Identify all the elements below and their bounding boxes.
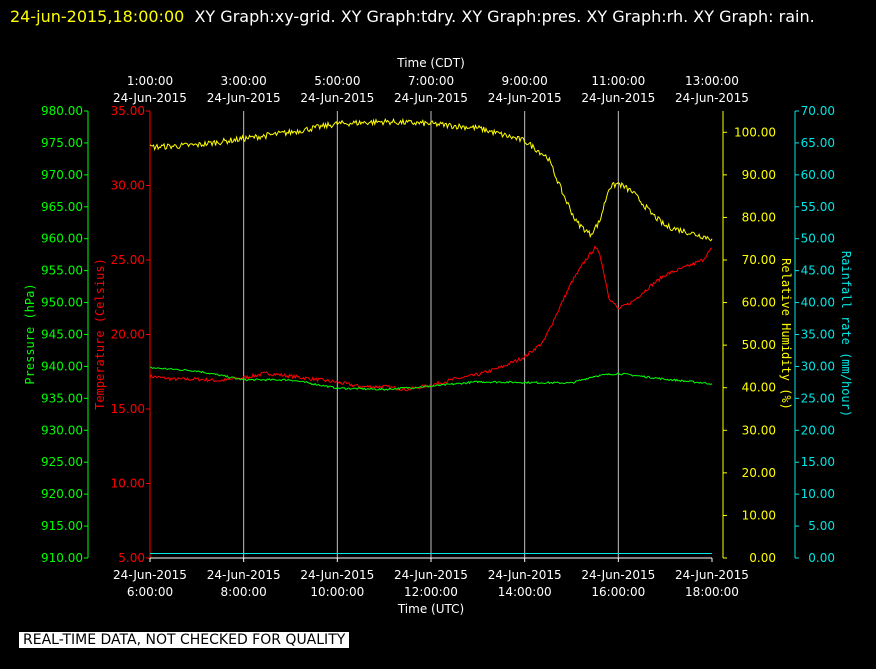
page-header: 24-jun-2015,18:00:00 XY Graph:xy-grid. X… <box>10 2 870 31</box>
temperature-tick-label: 25.00 <box>111 253 145 267</box>
top-x-tick-date: 24-Jun-2015 <box>207 91 281 105</box>
humidity-tick-label: 100.00 <box>734 125 776 139</box>
temperature-axis-title: Temperature (Celsius) <box>93 258 107 410</box>
pressure-tick-label: 975.00 <box>41 136 83 150</box>
x-tick-time: 12:00:00 <box>404 585 458 599</box>
graph-title: XY Graph:xy-grid. XY Graph:tdry. XY Grap… <box>194 7 815 26</box>
axes <box>87 111 796 559</box>
rain-tick-label: 65.00 <box>801 136 835 150</box>
rain-tick-label: 70.00 <box>801 104 835 118</box>
top-x-tick-date: 24-Jun-2015 <box>675 91 749 105</box>
pressure-tick-label: 910.00 <box>41 551 83 565</box>
pressure-tick-label: 945.00 <box>41 328 83 342</box>
top-x-tick-date: 24-Jun-2015 <box>394 91 468 105</box>
top-x-tick-time: 5:00:00 <box>314 74 360 88</box>
humidity-tick-label: 10.00 <box>742 508 776 522</box>
top-x-tick-time: 13:00:00 <box>685 74 739 88</box>
x-tick-time: 16:00:00 <box>591 585 645 599</box>
grid <box>243 111 619 558</box>
rain-tick-label: 60.00 <box>801 168 835 182</box>
top-x-axis-title: Time (CDT) <box>396 56 465 70</box>
humidity-axis-title: Relative Humidity (%) <box>779 258 793 410</box>
rain-tick-label: 30.00 <box>801 359 835 373</box>
series-pres <box>149 366 713 391</box>
rain-tick-label: 55.00 <box>801 200 835 214</box>
x-tick-date: 24-Jun-2015 <box>394 568 468 582</box>
rain-tick-label: 50.00 <box>801 232 835 246</box>
humidity-tick-label: 90.00 <box>742 168 776 182</box>
pressure-tick-label: 925.00 <box>41 455 83 469</box>
temperature-tick-label: 20.00 <box>111 328 145 342</box>
x-tick-time: 14:00:00 <box>498 585 552 599</box>
rain-tick-label: 15.00 <box>801 455 835 469</box>
rain-tick-label: 5.00 <box>808 519 835 533</box>
x-tick-time: 10:00:00 <box>310 585 364 599</box>
x-tick-time: 18:00:00 <box>685 585 739 599</box>
top-x-tick-time: 11:00:00 <box>591 74 645 88</box>
top-x-tick-time: 9:00:00 <box>502 74 548 88</box>
pressure-tick-label: 965.00 <box>41 200 83 214</box>
x-tick-date: 24-Jun-2015 <box>581 568 655 582</box>
top-x-tick-date: 24-Jun-2015 <box>300 91 374 105</box>
temperature-tick-label: 35.00 <box>111 104 145 118</box>
quality-notice: REAL-TIME DATA, NOT CHECKED FOR QUALITY <box>19 632 350 648</box>
x-tick-time: 6:00:00 <box>127 585 173 599</box>
humidity-tick-label: 60.00 <box>742 296 776 310</box>
x-tick-date: 24-Jun-2015 <box>675 568 749 582</box>
top-x-tick-date: 24-Jun-2015 <box>488 91 562 105</box>
pressure-tick-label: 930.00 <box>41 423 83 437</box>
rain-tick-label: 45.00 <box>801 264 835 278</box>
pressure-tick-label: 920.00 <box>41 487 83 501</box>
tick-labels: 910.00 915.00 920.00 925.00 930.00 935.00 940.… <box>41 74 835 599</box>
top-x-tick-time: 1:00:00 <box>127 74 173 88</box>
pressure-tick-label: 950.00 <box>41 296 83 310</box>
rain-tick-label: 40.00 <box>801 296 835 310</box>
pressure-tick-label: 980.00 <box>41 104 83 118</box>
pressure-tick-label: 955.00 <box>41 264 83 278</box>
x-tick-date: 24-Jun-2015 <box>207 568 281 582</box>
x-tick-date: 24-Jun-2015 <box>113 568 187 582</box>
series-rh <box>149 117 713 242</box>
timestamp: 24-jun-2015,18:00:00 <box>10 7 185 26</box>
humidity-tick-label: 20.00 <box>742 466 776 480</box>
x-tick-date: 24-Jun-2015 <box>488 568 562 582</box>
x-tick-date: 24-Jun-2015 <box>300 568 374 582</box>
pressure-tick-label: 970.00 <box>41 168 83 182</box>
pressure-tick-label: 960.00 <box>41 232 83 246</box>
pressure-tick-label: 940.00 <box>41 359 83 373</box>
temperature-tick-label: 30.00 <box>111 179 145 193</box>
rain-tick-label: 25.00 <box>801 391 835 405</box>
x-axis-title: Time (UTC) <box>397 602 464 616</box>
humidity-tick-label: 30.00 <box>742 423 776 437</box>
rain-axis-title: Rainfall rate (mm/hour) <box>839 251 853 417</box>
humidity-tick-label: 80.00 <box>742 210 776 224</box>
rain-tick-label: 0.00 <box>808 551 835 565</box>
temperature-tick-label: 15.00 <box>111 402 145 416</box>
humidity-tick-label: 0.00 <box>749 551 776 565</box>
rain-tick-label: 10.00 <box>801 487 835 501</box>
pressure-tick-label: 915.00 <box>41 519 83 533</box>
series-lines <box>149 117 713 554</box>
rain-tick-label: 35.00 <box>801 328 835 342</box>
axis-titles: Time (UTC) Time (CDT) Pressure (hPa) Temper… <box>23 56 853 616</box>
temperature-tick-label: 10.00 <box>111 477 145 491</box>
humidity-tick-label: 70.00 <box>742 253 776 267</box>
humidity-tick-label: 40.00 <box>742 381 776 395</box>
pressure-tick-label: 935.00 <box>41 391 83 405</box>
temperature-tick-label: 5.00 <box>118 551 145 565</box>
top-x-tick-time: 7:00:00 <box>408 74 454 88</box>
x-tick-time: 8:00:00 <box>221 585 267 599</box>
rain-tick-label: 20.00 <box>801 423 835 437</box>
top-x-tick-date: 24-Jun-2015 <box>581 91 655 105</box>
pressure-axis-title: Pressure (hPa) <box>23 283 37 384</box>
top-x-tick-date: 24-Jun-2015 <box>113 91 187 105</box>
top-x-tick-time: 3:00:00 <box>221 74 267 88</box>
humidity-tick-label: 50.00 <box>742 338 776 352</box>
